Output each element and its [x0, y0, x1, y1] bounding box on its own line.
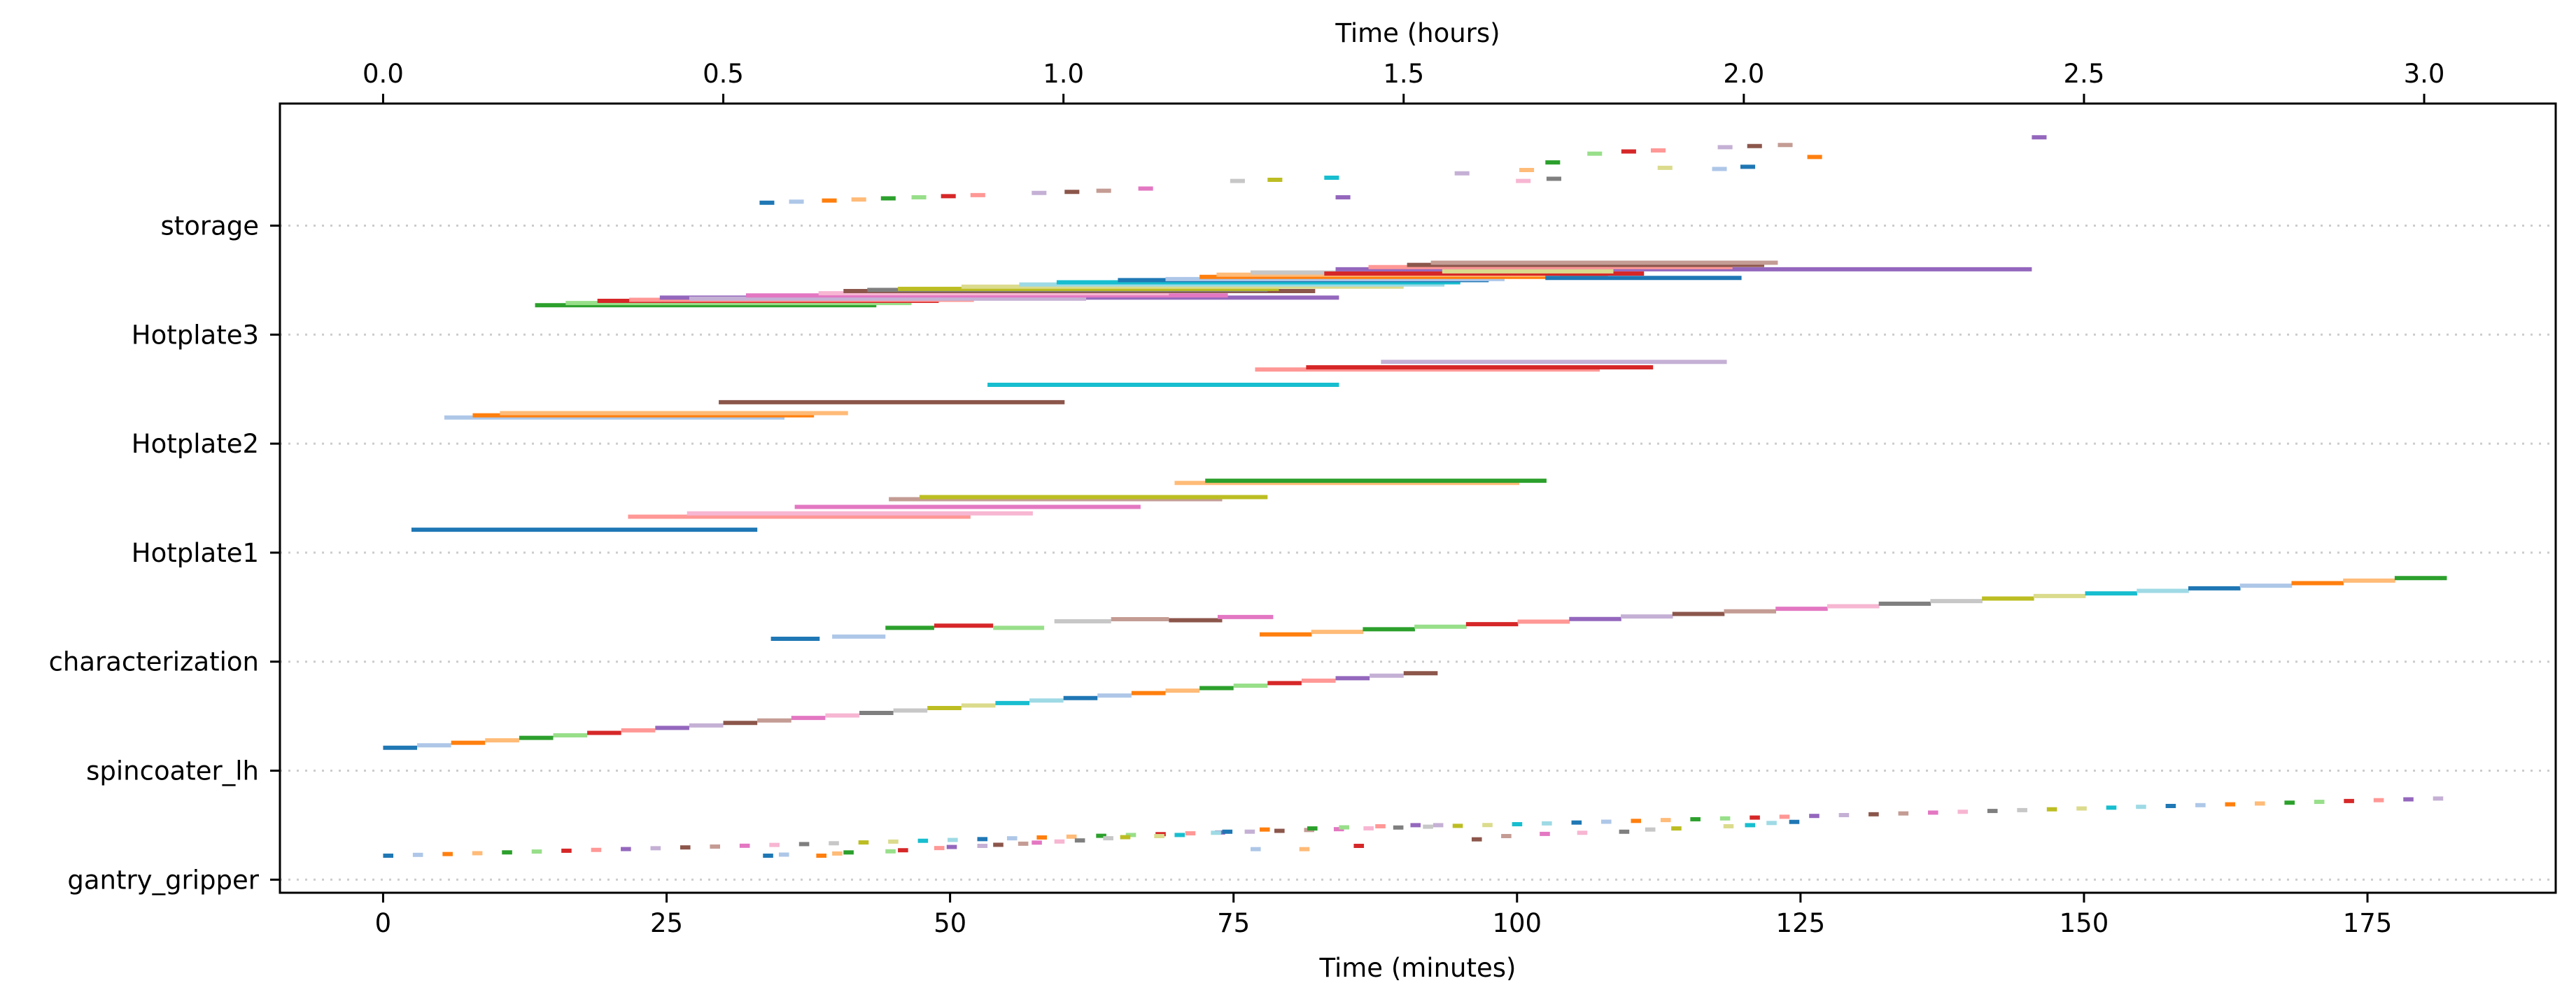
x2-axis-label: Time (hours) — [1335, 18, 1500, 48]
y-tick-label: Hotplate1 — [132, 538, 259, 568]
x-tick-label: 175 — [2343, 908, 2393, 938]
x-tick-label: 50 — [934, 908, 966, 938]
y-tick-label: storage — [160, 211, 259, 241]
x-tick-label: 125 — [1776, 908, 1826, 938]
x2-tick-label: 2.0 — [1723, 59, 1764, 89]
grid-layer — [280, 224, 2556, 881]
y-tick-label: Hotplate2 — [132, 429, 259, 459]
x-tick-label: 75 — [1217, 908, 1250, 938]
y-tick-label: characterization — [49, 647, 259, 677]
y-tick-label: spincoater_lh — [86, 756, 259, 786]
x-tick-label: 25 — [650, 908, 683, 938]
x2-tick-label: 3.0 — [2404, 59, 2445, 89]
plot-frame — [279, 102, 2557, 894]
bars-layer — [383, 135, 2447, 858]
x-axis-label: Time (minutes) — [1319, 953, 1516, 983]
x2-tick-label: 0.0 — [363, 59, 404, 89]
y-tick-label: Hotplate3 — [132, 320, 259, 350]
x2-tick-label: 2.5 — [2064, 59, 2105, 89]
y-tick-label: gantry_gripper — [67, 865, 259, 895]
x-tick-label: 100 — [1492, 908, 1542, 938]
axes-layer: gantry_gripper spincoater_lh characterizat… — [49, 59, 2445, 938]
x-tick-label: 0 — [375, 908, 392, 938]
x2-tick-label: 0.5 — [703, 59, 744, 89]
x-tick-label: 150 — [2060, 908, 2109, 938]
x2-tick-label: 1.0 — [1043, 59, 1084, 89]
x2-tick-label: 1.5 — [1383, 59, 1424, 89]
